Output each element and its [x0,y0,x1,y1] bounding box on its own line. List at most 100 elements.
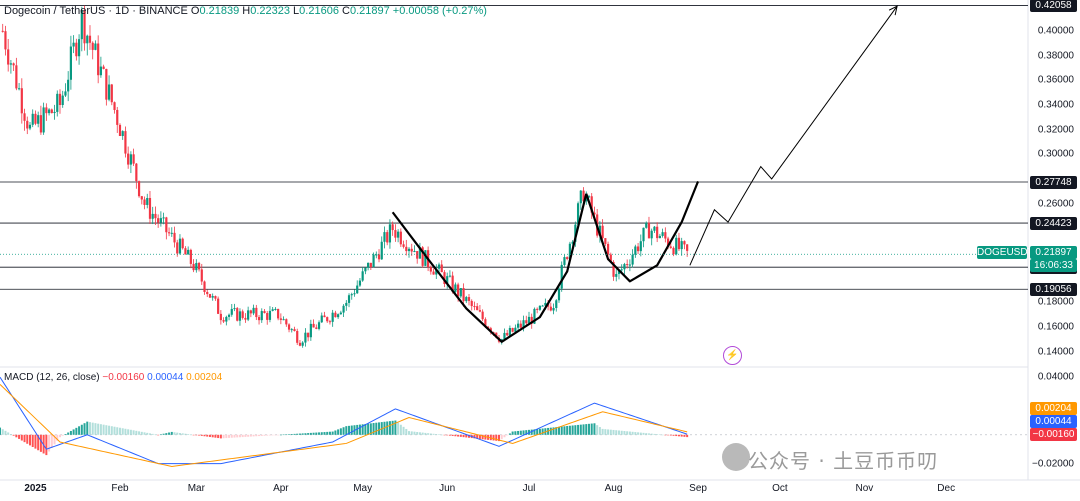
macd-histogram-bar [617,430,620,435]
candle-body [601,225,604,239]
candle-body [606,243,610,255]
macd-histogram-bar [405,428,408,435]
candle-body [361,271,364,281]
macd-signal-value: 0.00204 [186,372,223,383]
bar-countdown-tag: 16:06:33 [1030,259,1077,273]
macd-histogram-bar [429,433,432,435]
macd-histogram-bar [26,434,29,444]
candle-body [574,224,577,242]
candle-body [37,115,40,124]
candle-body [132,154,135,164]
price-tick-label: 0.38000 [1037,50,1074,62]
macd-histogram-bar [375,422,378,435]
candle-body [17,88,21,90]
macd-histogram-bar [476,434,479,439]
macd-histogram-bar [99,424,102,435]
macd-histogram-bar [511,431,514,435]
candle-body [42,107,45,133]
macd-title[interactable]: MACD (12, 26, close) [4,372,100,383]
candle-body [326,317,329,322]
candle-body [154,213,157,219]
macd-histogram-bar [31,434,34,448]
macd-histogram-bar [307,433,310,435]
time-tick-label: Nov [855,483,874,494]
macd-histogram-bar [533,429,536,435]
macd-histogram-bar [271,434,274,436]
time-tick-label: Aug [604,483,623,494]
macd-value-tag: −0.00160 [1030,427,1077,441]
macd-histogram-bar [356,424,359,435]
low-value: 0.21606 [299,5,339,17]
macd-histogram-bar [585,424,588,435]
macd-histogram-bar [383,421,386,435]
time-tick-label: Oct [772,483,788,494]
macd-histogram-bar [208,434,211,437]
candle-body [143,199,146,205]
symbol-title[interactable]: Dogecoin / TetherUS · 1D · BINANCE [4,5,188,17]
candle-body [227,314,231,317]
macd-histogram-bar [525,430,528,435]
candle-body [579,190,582,204]
candle-body [118,124,122,136]
macd-histogram-bar [97,423,100,435]
macd-histogram-bar [468,434,471,438]
candle-body [664,232,667,239]
candle-body [31,113,34,125]
macd-histogram-bar [421,432,424,435]
candle-body [203,281,206,292]
macd-histogram-bar [203,434,206,437]
macd-histogram-bar [495,434,498,441]
candle-body [598,225,601,236]
macd-line [0,376,688,465]
candle-body [23,113,26,121]
cup-pattern-curve [391,193,588,343]
macd-histogram-bar [399,424,402,435]
candle-body [61,95,64,106]
candle-body [407,248,411,252]
candle-body [642,227,645,242]
macd-histogram-bar [228,434,231,438]
candle-body [75,42,78,57]
candle-body [127,153,130,165]
price-tick-label: 0.16000 [1037,321,1074,333]
macd-histogram-bar [604,429,607,435]
macd-histogram-bar [440,434,443,436]
candle-body [448,275,452,277]
candle-body [429,267,432,272]
candle-body [282,319,285,321]
macd-histogram-bar [206,434,209,437]
macd-histogram-bar [94,423,97,435]
macd-histogram-bar [408,431,411,435]
open-label: O [190,5,200,17]
macd-histogram-bar [519,430,522,435]
candle-body [650,230,653,239]
macd-histogram-bar [105,425,108,435]
candle-body [457,284,460,297]
high-value: 0.22323 [250,5,290,17]
candle-body [287,324,291,330]
macd-histogram-bar [620,430,623,435]
macd-histogram-bar [116,427,119,435]
candle-body [249,310,252,314]
candle-body [173,232,176,243]
candle-body [369,262,372,268]
candle-body [129,154,132,165]
macd-signal-line [0,384,688,467]
macd-histogram-bar [607,429,610,435]
candle-body [15,65,18,89]
candle-body [86,35,89,44]
candle-body [39,115,43,133]
candle-body [582,190,585,202]
macd-histogram-bar [266,434,269,436]
low-label: L [293,5,300,17]
macd-histogram-bar [285,434,288,435]
macd-histogram-bar [211,434,214,438]
macd-histogram-bar [457,434,460,437]
lightning-icon[interactable]: ⚡ [723,346,742,365]
macd-histogram-bar [236,434,239,438]
macd-histogram-bar [233,434,236,438]
candle-body [200,269,203,282]
candle-body [304,332,307,343]
macd-histogram-bar [555,427,558,435]
